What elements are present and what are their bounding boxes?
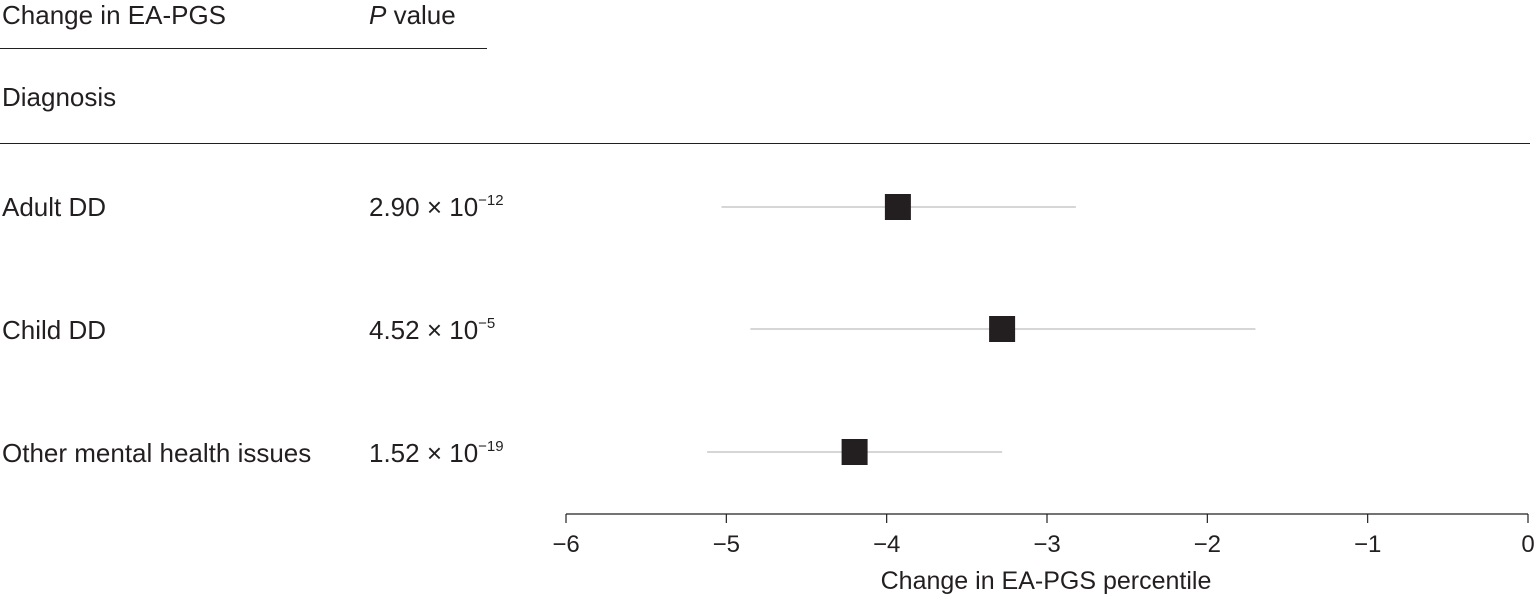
effect-column-header: Change in EA-PGS: [2, 0, 227, 30]
header-rule: [0, 48, 487, 49]
row-label: Other mental health issues: [2, 438, 312, 468]
p-value: 2.90 × 10−12: [369, 192, 504, 222]
x-tick-label: −3: [1033, 531, 1060, 558]
p-value: 4.52 × 10−5: [369, 315, 496, 345]
p-value: 1.52 × 10−19: [369, 438, 504, 468]
point-estimate-marker: [884, 194, 911, 220]
x-tick-label: −2: [1194, 531, 1221, 558]
x-axis-title: Change in EA-PGS percentile: [881, 567, 1212, 595]
x-tick-label: −4: [873, 531, 900, 558]
row-label: Adult DD: [2, 192, 107, 222]
row-label: Child DD: [2, 315, 107, 345]
p-value-mantissa: 2.90 × 10: [369, 192, 479, 222]
point-estimate-marker: [841, 439, 868, 465]
x-tick-label: −1: [1354, 531, 1381, 558]
x-tick-label: −5: [713, 531, 740, 558]
p-header-rest: value: [386, 0, 456, 30]
point-estimate-marker: [989, 316, 1016, 342]
section-label-diagnosis: Diagnosis: [2, 82, 117, 112]
p-value-exponent: −19: [478, 438, 504, 455]
x-tick-label: −6: [552, 531, 579, 558]
section-rule: [0, 143, 1530, 144]
p-value-exponent: −5: [478, 315, 496, 332]
p-value-column-header: P value: [369, 2, 456, 28]
x-tick-label: 0: [1521, 531, 1534, 558]
p-value-mantissa: 4.52 × 10: [369, 315, 479, 345]
p-value-mantissa: 1.52 × 10: [369, 438, 479, 468]
p-value-exponent: −12: [478, 192, 504, 209]
p-letter: P: [369, 0, 387, 30]
